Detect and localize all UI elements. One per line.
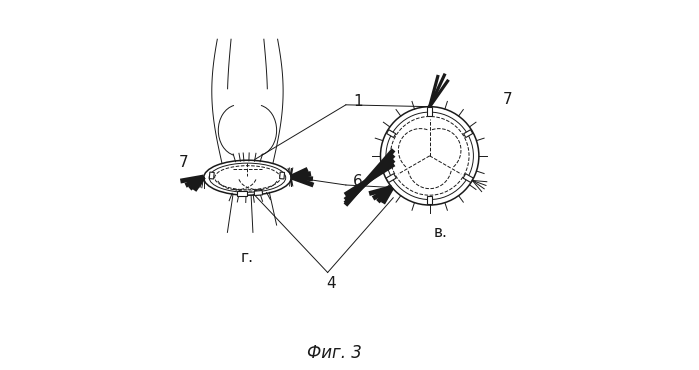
Polygon shape [209, 172, 214, 179]
Polygon shape [254, 191, 263, 196]
Text: 7: 7 [179, 155, 189, 170]
Text: в.: в. [433, 225, 447, 240]
Polygon shape [463, 174, 473, 182]
Polygon shape [428, 196, 432, 204]
Text: 7: 7 [503, 92, 513, 107]
Polygon shape [463, 130, 473, 138]
Polygon shape [280, 172, 284, 179]
Text: 6: 6 [353, 174, 363, 189]
Polygon shape [237, 191, 247, 196]
Polygon shape [427, 107, 432, 116]
Text: г.: г. [241, 250, 254, 265]
Text: 4: 4 [326, 276, 336, 291]
Text: 1: 1 [353, 94, 363, 109]
Text: Фиг. 3: Фиг. 3 [308, 344, 362, 361]
Polygon shape [386, 174, 396, 182]
Polygon shape [387, 130, 396, 138]
